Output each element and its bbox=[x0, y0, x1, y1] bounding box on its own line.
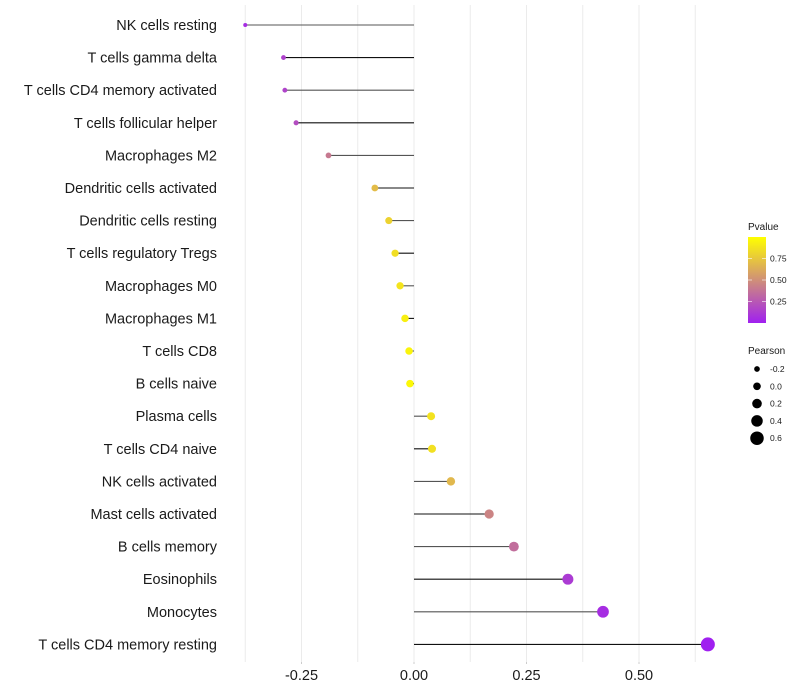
size-legend-dot bbox=[754, 366, 760, 372]
x-tick-label: -0.25 bbox=[285, 668, 318, 684]
size-legend-label: 0.4 bbox=[770, 416, 782, 426]
y-tick-label: B cells naive bbox=[136, 377, 217, 393]
point bbox=[562, 573, 574, 585]
y-tick-label: Dendritic cells resting bbox=[79, 214, 217, 230]
point bbox=[243, 23, 248, 27]
size-legend-dot bbox=[753, 382, 761, 391]
x-tick-label: 0.50 bbox=[625, 668, 653, 684]
point bbox=[427, 444, 437, 453]
point bbox=[446, 477, 456, 486]
point bbox=[405, 347, 413, 355]
point bbox=[385, 217, 393, 225]
point bbox=[508, 541, 519, 552]
y-tick-label: Macrophages M1 bbox=[105, 311, 217, 327]
y-tick-label: Dendritic cells activated bbox=[65, 181, 217, 197]
y-tick-label: T cells CD8 bbox=[142, 344, 217, 360]
size-legend-label: 0.6 bbox=[770, 433, 782, 443]
y-tick-label: Monocytes bbox=[147, 605, 217, 621]
y-tick-label: Mast cells activated bbox=[90, 507, 217, 523]
point bbox=[371, 184, 379, 192]
y-tick-label: T cells gamma delta bbox=[88, 51, 218, 67]
pearson-legend-title: Pearson bbox=[748, 346, 785, 357]
x-tick-label: 0.00 bbox=[400, 668, 428, 684]
size-legend-label: 0.2 bbox=[770, 399, 782, 409]
y-tick-label: T cells follicular helper bbox=[74, 116, 217, 132]
size-legend-dot bbox=[750, 431, 764, 445]
point bbox=[406, 379, 414, 388]
size-legend-label: 0.0 bbox=[770, 381, 782, 391]
y-tick-label: T cells regulatory Tregs bbox=[67, 246, 217, 262]
colorbar-tick-label: 0.50 bbox=[770, 275, 787, 285]
point bbox=[391, 249, 399, 257]
y-tick-label: Macrophages M0 bbox=[105, 279, 217, 295]
grid-lines bbox=[244, 5, 696, 662]
point bbox=[401, 314, 409, 323]
pvalue-legend-title: Pvalue bbox=[748, 222, 779, 233]
size-legend-dot bbox=[752, 398, 762, 409]
x-tick-label: 0.25 bbox=[512, 668, 540, 684]
y-tick-label: NK cells resting bbox=[116, 18, 217, 34]
point bbox=[325, 152, 332, 159]
point bbox=[597, 605, 609, 618]
y-tick-label: Macrophages M2 bbox=[105, 148, 217, 164]
y-tick-label: T cells CD4 naive bbox=[104, 442, 217, 458]
point bbox=[281, 55, 286, 61]
point bbox=[282, 87, 288, 93]
x-axis-ticks: -0.25 0.00 0.25 0.50 bbox=[285, 662, 653, 684]
colorbar-tick-label: 0.75 bbox=[770, 254, 787, 264]
point bbox=[396, 282, 404, 290]
size-legend-label: -0.2 bbox=[770, 364, 785, 374]
colorbar-tick-label: 0.25 bbox=[770, 297, 787, 307]
stems bbox=[245, 24, 708, 645]
point bbox=[484, 509, 494, 519]
point bbox=[700, 637, 715, 652]
y-tick-label: T cells CD4 memory activated bbox=[24, 83, 217, 99]
point bbox=[293, 120, 299, 126]
y-tick-label: T cells CD4 memory resting bbox=[38, 637, 217, 653]
pvalue-legend: Pvalue 0.25 0.50 0.75 bbox=[748, 222, 787, 323]
points bbox=[243, 23, 715, 652]
size-legend-dot bbox=[751, 415, 763, 427]
pearson-legend: Pearson -0.2 0.0 0.2 0.4 0.6 bbox=[748, 346, 785, 445]
pvalue-colorbar bbox=[748, 237, 766, 323]
y-axis-labels: NK cells resting T cells gamma delta T cel… bbox=[24, 18, 218, 653]
y-tick-label: Eosinophils bbox=[143, 572, 217, 588]
point bbox=[427, 412, 436, 421]
y-tick-label: Plasma cells bbox=[136, 409, 217, 425]
y-tick-label: B cells memory bbox=[118, 540, 218, 556]
y-tick-label: NK cells activated bbox=[102, 474, 217, 490]
